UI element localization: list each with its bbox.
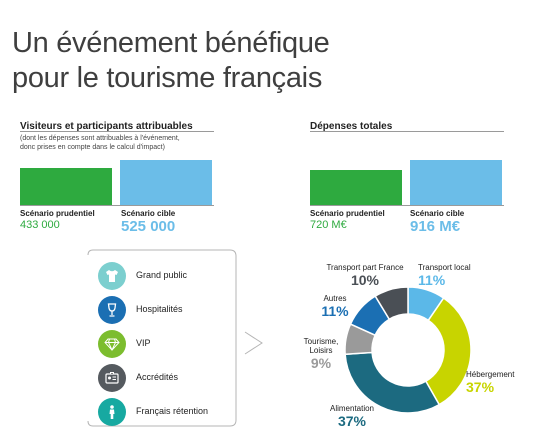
pie-label-name: Tourisme, Loisirs: [303, 337, 339, 355]
spending-heading-rule: [310, 131, 504, 132]
pie-label-transport-part-france: Transport part France 10%: [310, 263, 420, 288]
pie-label-alimentation: Alimentation 37%: [322, 404, 382, 429]
visitors-heading-rule: [20, 131, 214, 132]
pie-label-value: 10%: [350, 272, 380, 288]
visitors-note: (dont les dépenses sont attribuables à l…: [20, 134, 180, 152]
visitors-note-line2: donc prises en compte dans le calcul d'i…: [20, 144, 165, 151]
connector-arrow: [244, 331, 263, 355]
pie-label-name: Transport part France: [326, 263, 404, 272]
visitors-bar-prudentiel: [20, 168, 112, 205]
pie-label-name: Hébergement: [466, 370, 515, 379]
wine-glass-icon: [98, 296, 126, 324]
category-hospitalites: Hospitalités: [98, 296, 248, 324]
person-icon: [98, 398, 126, 426]
category-grand-public: Grand public: [98, 262, 248, 290]
pie-label-tourisme-loisirs: Tourisme, Loisirs 9%: [296, 337, 346, 371]
pie-label-value: 37%: [466, 379, 495, 395]
visitors-heading: Visiteurs et participants attribuables: [20, 121, 193, 132]
category-label: Hospitalités: [136, 304, 183, 314]
spending-scenario1-value: 720 M€: [310, 219, 347, 231]
pie-label-hebergement: Hébergement 37%: [466, 370, 514, 395]
spending-scenario2-value: 916 M€: [410, 218, 461, 235]
pie-label-transport-local: Transport local 11%: [418, 263, 471, 288]
visitors-scenario1-value: 433 000: [20, 219, 60, 231]
category-francais-retention: Français rétention: [98, 398, 248, 426]
spending-bar-cible: [410, 160, 502, 205]
spending-heading: Dépenses totales: [310, 121, 393, 132]
badge-icon: [98, 364, 126, 392]
categories-bracket: [87, 249, 237, 427]
donut-slice-2: [424, 296, 472, 406]
spending-scenario1-label: Scénario prudentiel: [310, 209, 385, 218]
category-label: Français rétention: [136, 406, 209, 416]
visitors-scenario1-label: Scénario prudentiel: [20, 209, 95, 218]
pie-label-name: Autres: [323, 294, 347, 303]
category-label: Grand public: [136, 270, 188, 280]
category-accredites: Accrédités: [98, 364, 248, 392]
donut-slice-3: [344, 351, 441, 414]
tshirt-icon: [98, 262, 126, 290]
visitors-bar-cible: [120, 160, 212, 205]
spending-bar-prudentiel: [310, 170, 402, 205]
pie-label-name: Transport local: [418, 263, 471, 272]
pie-label-value: 11%: [418, 272, 446, 288]
page-title-line2: pour le tourisme français: [12, 62, 323, 94]
visitors-scenario2-label: Scénario cible: [121, 209, 176, 218]
category-vip: VIP: [98, 330, 248, 358]
page-title-line1: Un événement bénéfique: [12, 27, 330, 59]
donut-slice-6: [374, 286, 409, 321]
visitors-scenario2-value: 525 000: [121, 218, 176, 235]
category-label: Accrédités: [136, 372, 179, 382]
diamond-icon: [98, 330, 126, 358]
pie-label-value: 11%: [321, 303, 349, 319]
pie-label-value: 37%: [337, 413, 367, 429]
page-title: Un événement bénéfique pour le tourisme …: [12, 26, 330, 96]
spending-scenario2-label: Scénario cible: [410, 209, 465, 218]
visitors-baseline: [20, 205, 214, 206]
visitors-note-line1: (dont les dépenses sont attribuables à l…: [20, 135, 180, 142]
spending-baseline: [310, 205, 504, 206]
pie-label-value: 9%: [310, 355, 332, 371]
category-label: VIP: [136, 338, 151, 348]
pie-label-name: Alimentation: [329, 404, 375, 413]
pie-label-autres: Autres 11%: [320, 294, 350, 319]
